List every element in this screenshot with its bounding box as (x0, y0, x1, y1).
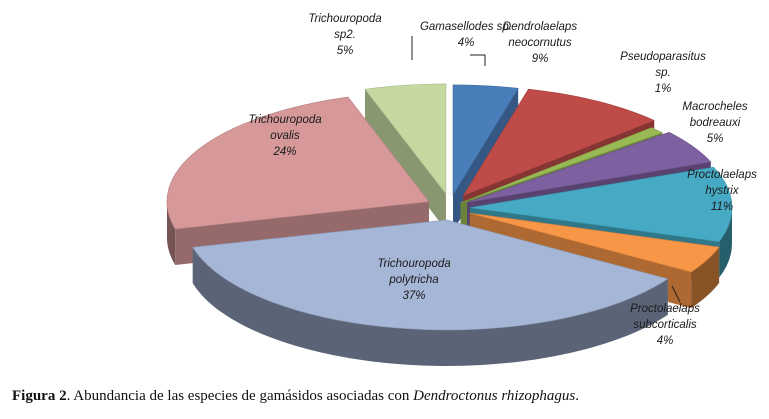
figure-caption: Figura 2. Abundancia de las especies de … (12, 388, 579, 405)
slice-top (469, 166, 733, 242)
caption-end: . (575, 388, 579, 404)
leader-line (470, 54, 486, 66)
pie-chart: Gamasellodes sp. 4%Dendrolaelaps neocornut… (166, 13, 757, 366)
slice-label: Dendrolaelaps neocornutus 9% (503, 21, 577, 65)
slice-outer-wall (691, 247, 720, 309)
slice-outer-wall (192, 247, 668, 366)
slice-label: Trichouropoda polytricha 37% (377, 258, 450, 302)
slice-outer-wall (166, 201, 176, 265)
pie-slice (192, 219, 669, 366)
slice-label: Trichouropoda sp2. 5% (308, 13, 381, 57)
pie-slice (364, 83, 447, 230)
slice-label: Proctolaelaps subcorticalis 4% (630, 303, 700, 347)
pie-slices (166, 83, 733, 366)
slice-top (452, 84, 519, 196)
slice-top (166, 96, 430, 230)
caption-text: . Abundancia de las especies de gamásido… (66, 388, 414, 404)
slice-top (460, 127, 664, 204)
slice-label: Trichouropoda ovalis 24% (248, 114, 321, 158)
leader-line (671, 285, 681, 303)
slice-top (364, 83, 447, 195)
slice-label: Macrocheles bodreauxi 5% (682, 101, 747, 145)
slice-label: Pseudoparasitus sp. 1% (620, 51, 706, 95)
slice-top (192, 219, 669, 331)
caption-label: Figura 2 (12, 388, 67, 404)
slice-top (467, 131, 712, 203)
pie-labels: Gamasellodes sp. 4%Dendrolaelaps neocornut… (248, 13, 757, 347)
slice-top (462, 88, 655, 197)
slice-side-wall (364, 89, 446, 230)
slice-top (469, 212, 720, 273)
slice-label: Gamasellodes sp. 4% (420, 21, 512, 49)
caption-species: Dendroctonus rhizophagus (413, 388, 576, 404)
slice-label: Proctolaelaps hystrix 11% (687, 169, 757, 213)
